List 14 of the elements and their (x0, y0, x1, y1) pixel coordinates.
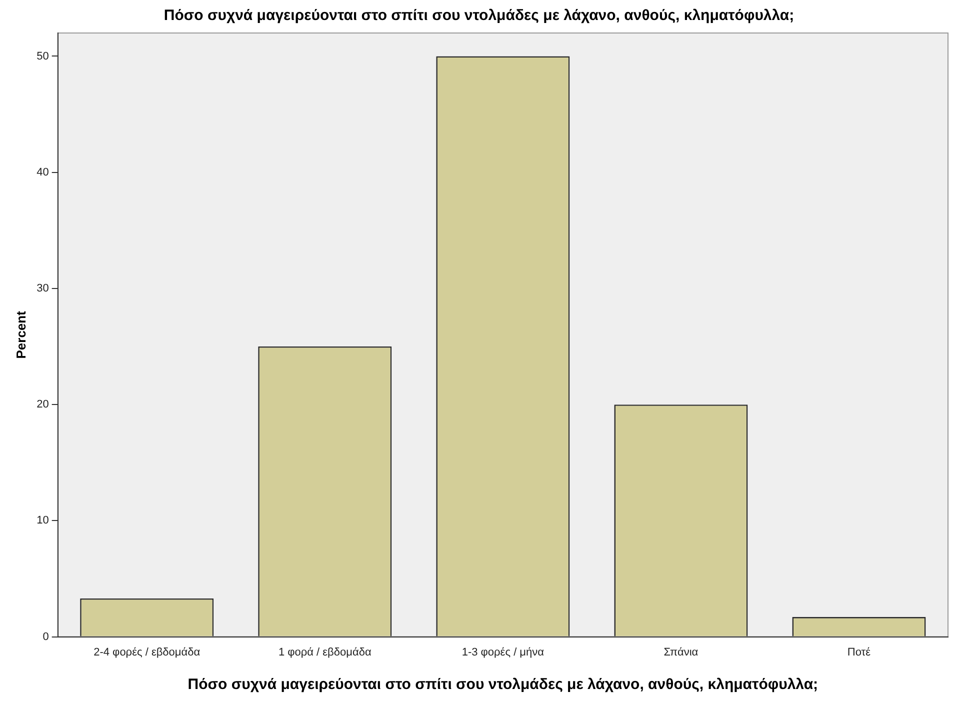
x-tick-label: 1-3 φορές / μήνα (462, 646, 545, 658)
y-tick-label: 0 (42, 630, 49, 643)
y-axis-title: Percent (13, 310, 28, 359)
y-tick-label: 10 (36, 514, 49, 527)
chart-title: Πόσο συχνά μαγειρεύονται στο σπίτι σου ντολμάδες με λάχανο, ανθούς, κληματόφυλλα; (164, 7, 794, 24)
x-tick-label: Ποτέ (847, 646, 871, 658)
y-tick-label: 20 (36, 398, 49, 411)
y-tick-label: 50 (36, 50, 49, 62)
x-tick-label: 1 φορά / εβδομάδα (278, 646, 372, 658)
y-tick-label: 30 (36, 282, 49, 294)
x-tick-label: 2-4 φορές / εβδομάδα (94, 646, 201, 658)
y-tick-label: 40 (36, 166, 49, 178)
x-tick-label: Σπάνια (664, 646, 699, 658)
x-axis-title: Πόσο συχνά μαγειρεύονται στο σπίτι σου ντολμάδες με λάχανο, ανθούς, κληματόφυλλα; (188, 676, 818, 694)
